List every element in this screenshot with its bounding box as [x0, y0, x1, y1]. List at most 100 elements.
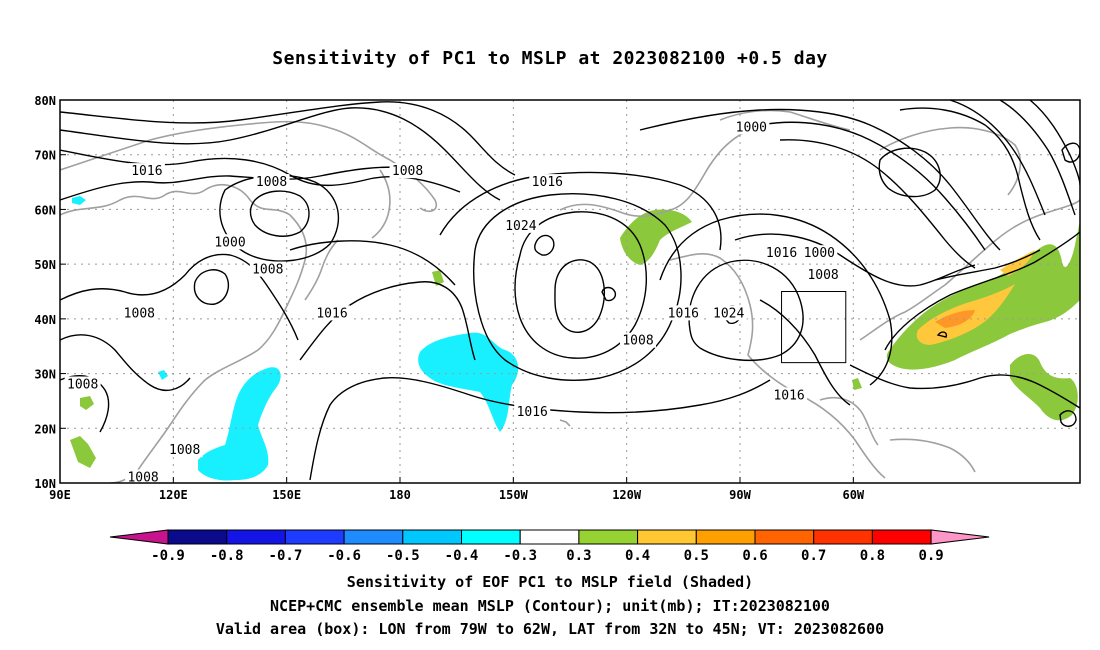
isobar: [60, 107, 501, 201]
isobar: [999, 100, 1076, 216]
contour-label: 1008: [256, 175, 287, 190]
isobar-high-center: [534, 234, 555, 256]
lat-tick-label: 40N: [34, 313, 56, 327]
isobar-small-east: [1059, 410, 1077, 427]
contour-label: 1008: [127, 471, 158, 486]
isobar-high-inner: [554, 259, 606, 333]
contour-label-bg: [805, 267, 842, 283]
contour-label: 1016: [316, 306, 347, 321]
contour-label-bg: [166, 442, 203, 458]
contour-label: 1016: [668, 306, 699, 321]
contour-label: 1008: [169, 443, 200, 458]
colorbar-swatch: [637, 529, 697, 545]
contour-label-bg: [125, 469, 162, 485]
contour-label-bg: [249, 261, 286, 277]
contour-label-bg: [389, 163, 426, 179]
contour-label-bg: [801, 245, 838, 261]
isobar-low-east: [1061, 142, 1080, 163]
positive-sensitivity-patch: [852, 378, 862, 390]
coastline-gulf: [819, 396, 879, 446]
lon-tick-label: 150E: [272, 488, 301, 502]
lon-tick-label: 60W: [842, 488, 864, 502]
colorbar-swatch: [402, 529, 462, 545]
coastline-layer: [60, 109, 1080, 483]
lat-tick-label: 10N: [34, 477, 56, 491]
isobar: [289, 240, 456, 286]
isobar-1016-east: [884, 231, 1080, 351]
isobar: [60, 374, 110, 433]
contour-label: 1000: [214, 235, 245, 250]
lat-tick-label: 50N: [34, 258, 56, 272]
colorbar-low-arrow: [109, 529, 169, 545]
isobar: [949, 100, 1046, 216]
isobar-small-east: [936, 331, 948, 338]
isobar-1016-mid: [299, 281, 476, 361]
negative-sensitivity-patch: [158, 370, 168, 380]
isobar: [779, 139, 976, 269]
lat-tick-label: 80N: [34, 94, 56, 108]
contour-label: 1016: [131, 164, 162, 179]
colorbar-label: -0.4: [445, 548, 479, 564]
positive-sensitivity-patch: [620, 209, 692, 265]
isobar-1024-na: [734, 233, 976, 287]
colorbar-label: 0.5: [684, 548, 709, 564]
colorbar-label: 0.4: [625, 548, 650, 564]
isobar: [60, 101, 516, 176]
colorbar-swatch: [461, 529, 521, 545]
isobar-1016-south: [849, 364, 1080, 409]
contour-label-bg: [514, 403, 551, 419]
contour-label-bg: [121, 305, 158, 321]
contour-label: 1008: [392, 164, 423, 179]
caption-valid-area: Valid area (box): LON from 79W to 62W, L…: [215, 620, 885, 638]
colorbar-label: -0.6: [327, 548, 361, 564]
lat-tick-label: 70N: [34, 149, 56, 163]
contour-label-bg: [502, 217, 539, 233]
map-frame: [59, 99, 1081, 484]
colorbar-swatch: [284, 529, 345, 545]
coastline-alaska: [559, 131, 746, 218]
lon-tick-label: 180: [389, 488, 411, 502]
colorbar-label: -0.9: [151, 548, 185, 564]
shading-layer: [70, 196, 1080, 481]
colorbar-swatch: [343, 529, 404, 545]
contour-label: 1016: [517, 405, 548, 420]
lat-tick-label: 20N: [34, 422, 56, 436]
colorbar-label: 0.7: [801, 548, 826, 564]
lon-tick-label: 120W: [612, 488, 642, 502]
colorbar-label: 0.8: [860, 548, 885, 564]
colorbar-label: 0.9: [918, 548, 943, 564]
positive-sensitivity-patch: [70, 436, 96, 468]
contour-label-bg: [128, 163, 165, 179]
isobar-small-low: [193, 269, 230, 305]
colorbar-high-arrow: [930, 529, 990, 545]
positive-sensitivity-patch: [886, 218, 1080, 370]
caption-shading: Sensitivity of EOF PC1 to MSLP field (Sh…: [346, 573, 754, 591]
contour-label-bg: [733, 119, 770, 135]
contour-label: 1000: [736, 120, 767, 135]
coastline-kamchatka: [371, 169, 391, 239]
contour-label: 1024: [505, 219, 536, 234]
isobar-high-center: [601, 286, 617, 302]
positive-sensitivity-max: [935, 310, 975, 328]
contour-label-bg: [529, 174, 566, 190]
contour-label-bg: [771, 387, 808, 403]
contour-label-bg: [620, 332, 656, 348]
colorbar-swatch: [813, 529, 873, 545]
isobar-1016-na: [659, 213, 893, 386]
contour-label-bg: [763, 245, 800, 261]
colorbar-swatch: [226, 529, 286, 545]
colorbar-swatch: [519, 529, 580, 545]
valid-area-box: [781, 291, 847, 364]
lat-tick-label: 60N: [34, 203, 56, 217]
lon-tick-label: 90E: [49, 488, 71, 502]
colorbar-swatch: [871, 529, 932, 545]
contour-label: 1016: [532, 175, 563, 190]
positive-sensitivity-patch: [432, 270, 444, 286]
colorbar-swatch: [167, 529, 228, 545]
isobar: [60, 334, 191, 392]
lon-tick-label: 150W: [499, 488, 529, 502]
coastline-hawaii: [559, 419, 571, 427]
negative-sensitivity-patch: [72, 196, 86, 205]
contour-label: 1016: [766, 246, 797, 261]
